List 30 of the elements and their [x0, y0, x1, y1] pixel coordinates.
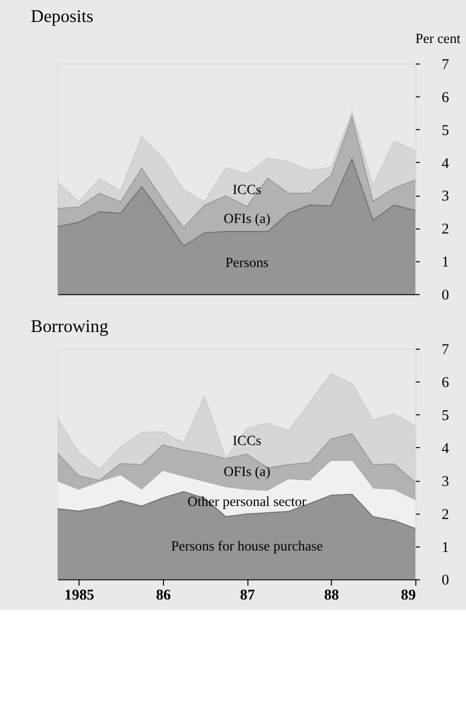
x-tick-label: 1985 — [64, 588, 94, 604]
series-label: ICCs — [232, 434, 262, 450]
y-tick-label: 0 — [442, 288, 450, 304]
chart-title: Deposits — [30, 6, 94, 26]
y-tick-label: 6 — [442, 90, 450, 106]
y-tick-label: 2 — [442, 222, 450, 238]
series-label: Persons — [225, 256, 269, 271]
y-tick-label: 5 — [442, 408, 450, 424]
y-tick-label: 0 — [442, 572, 450, 589]
x-tick-label: 87 — [240, 588, 256, 604]
x-tick-label: 86 — [156, 588, 172, 604]
x-tick-label: 89 — [400, 588, 416, 604]
y-tick-label: 7 — [442, 342, 450, 358]
y-tick-label: 2 — [442, 506, 450, 523]
chart-title: Borrowing — [30, 316, 108, 336]
y-tick-label: 7 — [442, 57, 450, 74]
series-label: OFIs (a) — [224, 465, 271, 480]
y-tick-label: 4 — [442, 440, 450, 457]
y-tick-label: 1 — [442, 254, 450, 271]
y-tick-label: 1 — [442, 540, 450, 556]
y-tick-label: 6 — [442, 375, 450, 392]
y-tick-label: 3 — [442, 188, 450, 205]
series-label: ICCs — [232, 182, 262, 198]
y-tick-label: 3 — [442, 474, 450, 490]
series-label: OFIs (a) — [224, 212, 271, 227]
y-axis-title: Per cent — [415, 32, 461, 48]
x-tick-label: 88 — [324, 588, 339, 604]
series-label: Persons for house purchase — [171, 540, 323, 555]
y-tick-label: 4 — [442, 156, 450, 172]
y-tick-label: 5 — [442, 122, 450, 139]
